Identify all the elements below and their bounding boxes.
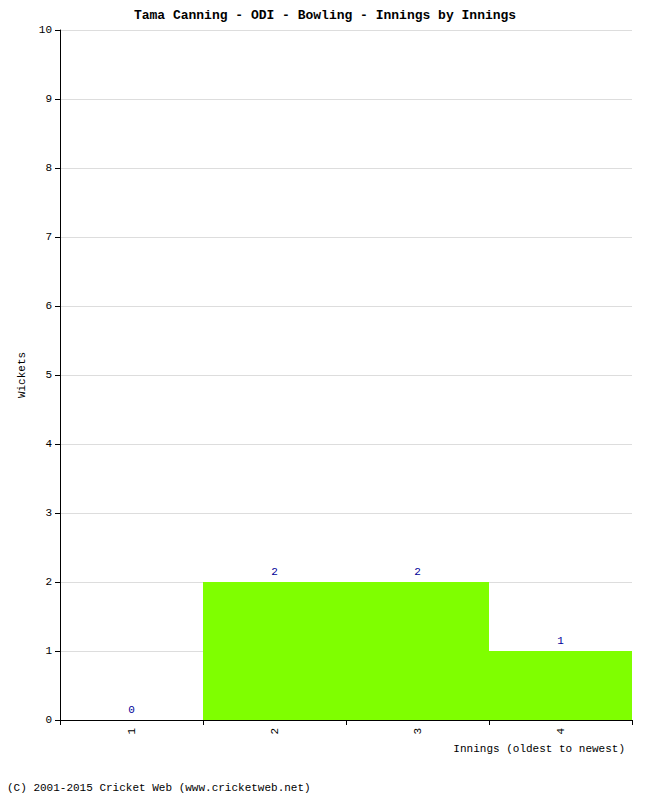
svg-text:(C) 2001-2015 Cricket Web (www: (C) 2001-2015 Cricket Web (www.cricketwe… — [7, 782, 311, 794]
svg-text:Innings (oldest to newest): Innings (oldest to newest) — [453, 743, 625, 755]
svg-text:2: 2 — [45, 576, 52, 588]
svg-text:0: 0 — [45, 714, 52, 726]
svg-text:7: 7 — [45, 231, 52, 243]
svg-text:2: 2 — [414, 566, 421, 578]
svg-text:1: 1 — [557, 635, 564, 647]
svg-text:5: 5 — [45, 369, 52, 381]
svg-text:2: 2 — [269, 728, 281, 735]
svg-text:9: 9 — [45, 93, 52, 105]
svg-text:4: 4 — [555, 728, 567, 735]
svg-text:3: 3 — [412, 728, 424, 735]
svg-text:10: 10 — [39, 24, 52, 36]
svg-text:1: 1 — [45, 645, 52, 657]
svg-text:3: 3 — [45, 507, 52, 519]
svg-text:6: 6 — [45, 300, 52, 312]
svg-text:Tama Canning - ODI - Bowling -: Tama Canning - ODI - Bowling - Innings b… — [134, 8, 516, 23]
svg-text:2: 2 — [271, 566, 278, 578]
svg-text:1: 1 — [126, 728, 138, 735]
svg-text:0: 0 — [128, 704, 135, 716]
svg-text:Wickets: Wickets — [16, 352, 28, 398]
svg-text:8: 8 — [45, 162, 52, 174]
svg-text:4: 4 — [45, 438, 52, 450]
